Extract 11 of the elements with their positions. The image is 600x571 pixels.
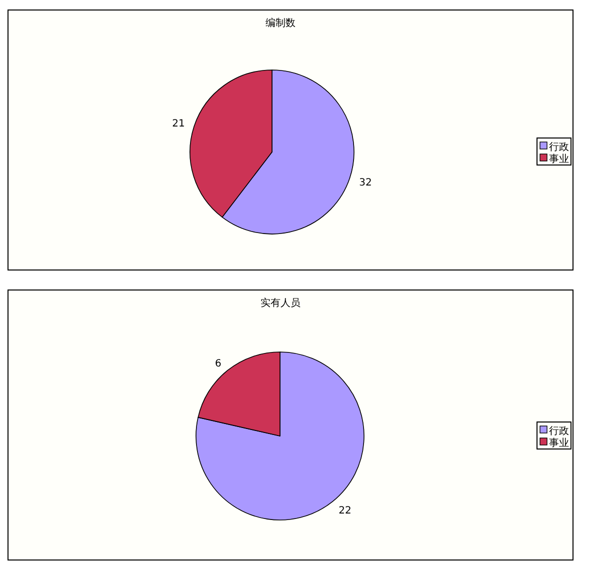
data-label: 6 xyxy=(215,358,222,370)
legend-label: 行政 xyxy=(549,142,569,153)
legend-label: 事业 xyxy=(549,437,569,449)
legend-label: 行政 xyxy=(549,426,569,437)
legend-label: 事业 xyxy=(549,153,569,165)
chart-title: 编制数 xyxy=(266,17,296,29)
chart-title: 实有人员 xyxy=(260,297,300,309)
data-label: 32 xyxy=(359,177,372,188)
pie-slice xyxy=(196,352,364,520)
data-label: 22 xyxy=(338,505,352,516)
data-label: 21 xyxy=(172,118,185,130)
